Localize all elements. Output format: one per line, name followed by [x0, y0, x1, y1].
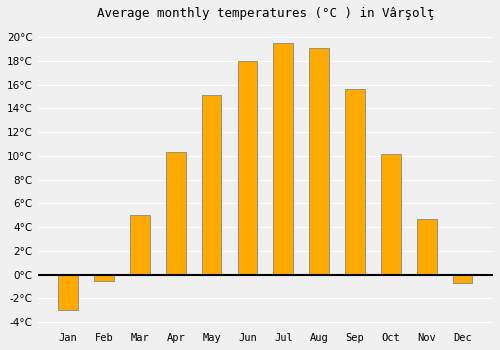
Bar: [58, 275, 78, 310]
Bar: [202, 95, 222, 275]
Bar: [310, 48, 329, 275]
Bar: [238, 61, 258, 275]
Bar: [130, 215, 150, 275]
Bar: [274, 43, 293, 275]
Bar: [381, 154, 400, 275]
Title: Average monthly temperatures (°C ) in Vârşolţ: Average monthly temperatures (°C ) in Vâ…: [96, 7, 434, 20]
Bar: [417, 219, 436, 275]
Bar: [166, 152, 186, 275]
Bar: [452, 275, 472, 283]
Bar: [345, 89, 365, 275]
Bar: [94, 275, 114, 281]
